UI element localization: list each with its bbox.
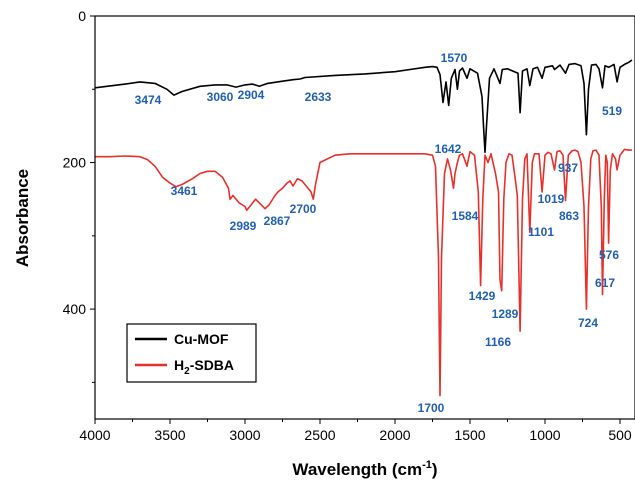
peak-label-3474: 3474 <box>135 93 162 107</box>
series-layer <box>95 59 633 397</box>
peak-label-2700: 2700 <box>290 202 317 216</box>
x-tick-label: 3000 <box>229 427 260 443</box>
legend-label-h2-sdba: H2-SDBA <box>174 357 234 377</box>
peak-label-937: 937 <box>558 161 578 175</box>
peak-label-3060: 3060 <box>207 90 234 104</box>
plot-border <box>94 15 635 420</box>
peak-label-2633: 2633 <box>305 90 332 104</box>
x-tick-label: 2500 <box>304 427 335 443</box>
peak-label-1700: 1700 <box>418 401 445 415</box>
x-tick-label: 4000 <box>79 427 110 443</box>
peak-label-576: 576 <box>599 248 619 262</box>
peak-label-1429: 1429 <box>469 289 496 303</box>
legend-box <box>126 323 257 383</box>
y-tick-label: 200 <box>63 155 87 171</box>
x-tick-label: 1500 <box>454 427 485 443</box>
series-line-1 <box>95 148 632 397</box>
series-line-0 <box>95 59 633 154</box>
y-tick-label: 0 <box>78 8 86 24</box>
x-axis-title: Wavelength (cm-1) <box>292 459 437 479</box>
peak-label-1642: 1642 <box>435 142 462 156</box>
plot-frame <box>94 15 635 420</box>
peak-label-863: 863 <box>559 209 579 223</box>
y-tick-label: 400 <box>63 301 87 317</box>
x-tick-label: 3500 <box>154 427 185 443</box>
legend: Cu-MOF H2-SDBA <box>126 323 257 383</box>
x-tick-label: 500 <box>608 427 632 443</box>
peak-label-1584: 1584 <box>452 209 479 223</box>
peak-label-1101: 1101 <box>528 225 554 239</box>
axis-ticks: 4000 3500 3000 2500 2000 1500 1000 500 0 200 400 <box>63 8 632 443</box>
peak-annotations: 3474 3060 2904 2633 1570 1642 519 937 3461 2989 28… <box>135 51 623 415</box>
peak-label-2904: 2904 <box>238 88 265 102</box>
y-axis-title: Absorbance <box>13 169 32 267</box>
legend-label-cu-mof: Cu-MOF <box>174 331 229 347</box>
peak-label-1289: 1289 <box>492 307 519 321</box>
peak-label-519: 519 <box>602 104 622 118</box>
peak-label-617: 617 <box>595 276 615 290</box>
peak-label-1166: 1166 <box>485 335 511 349</box>
peak-label-724: 724 <box>578 316 598 330</box>
x-tick-label: 1000 <box>529 427 560 443</box>
peak-label-3461: 3461 <box>171 184 198 198</box>
peak-label-1019: 1019 <box>538 192 565 206</box>
x-tick-label: 2000 <box>379 427 410 443</box>
peak-label-2867: 2867 <box>264 214 291 228</box>
peak-label-1570: 1570 <box>441 51 468 65</box>
peak-label-2989: 2989 <box>230 219 257 233</box>
